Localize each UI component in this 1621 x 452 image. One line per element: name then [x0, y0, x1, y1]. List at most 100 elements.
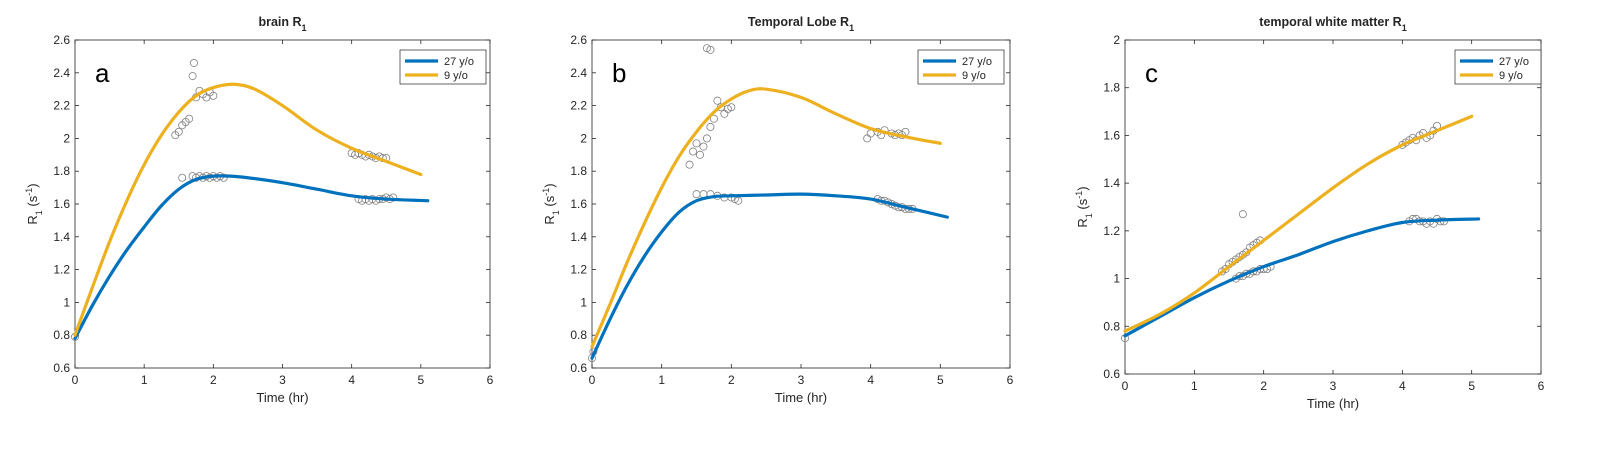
y-tick-label: 0.6 — [53, 361, 70, 375]
x-tick-label: 2 — [1260, 379, 1267, 393]
data-point-marker — [209, 91, 218, 100]
y-tick-label: 1 — [580, 295, 587, 309]
legend: 27 y/o 9 y/o — [1454, 49, 1542, 85]
x-tick-label: 0 — [72, 373, 79, 387]
y-tick-label: 1.8 — [1103, 81, 1120, 95]
data-point-marker — [219, 173, 228, 182]
x-tick-label: 2 — [210, 373, 217, 387]
x-axis-label: Time (hr) — [1307, 396, 1359, 411]
y-tick-label: 0.6 — [1103, 367, 1120, 381]
y-axis-label-close: ) — [1075, 186, 1090, 190]
series-line-27-y-o — [1123, 217, 1481, 338]
legend-label: 27 y/o — [1499, 56, 1529, 68]
x-tick-label: 1 — [141, 373, 148, 387]
y-axis-label-sub: 1 — [34, 210, 44, 215]
y-tick-label: 2.4 — [53, 66, 70, 80]
y-tick-label: 2.2 — [570, 99, 587, 113]
chart-title-subscript: 1 — [1402, 23, 1407, 33]
x-tick-label: 6 — [1538, 379, 1545, 393]
legend-label: 9 y/o — [1499, 70, 1523, 82]
chart-panel-a: 0 1 2 3 4 5 6 0.6 0.8 1 1.2 1.4 1.6 1.8 2 2.2 2.4 2.6 brai… — [24, 15, 494, 405]
y-tick-label: 1.4 — [1103, 176, 1120, 190]
y-tick-label: 0.8 — [53, 328, 70, 342]
plot-area — [1124, 39, 1542, 375]
y-axis-label-sub: 1 — [551, 210, 561, 215]
x-tick-label: 5 — [937, 373, 944, 387]
data-point-marker — [706, 45, 715, 54]
x-tick-label: 4 — [1399, 379, 1406, 393]
data-point-marker — [702, 134, 711, 143]
chart-panel-c: 0 1 2 3 4 5 6 0.6 0.8 1 1.2 1.4 1.6 1.8 2 temporal whit… — [1074, 15, 1545, 411]
series-line-9-y-o — [1123, 114, 1474, 333]
y-axis-label-sup: -1 — [24, 188, 34, 196]
y-tick-label: 2.6 — [53, 33, 70, 47]
chart-title: Temporal Lobe R1 — [748, 15, 854, 33]
x-tick-label: 2 — [728, 373, 735, 387]
y-axis-label-sup: -1 — [541, 188, 551, 196]
data-point-marker — [713, 96, 722, 105]
y-axis-label-sub: 1 — [1084, 213, 1094, 218]
data-point-marker — [727, 103, 736, 112]
y-axis-label: R1 (s-1) — [24, 183, 44, 224]
legend-box — [1454, 49, 1542, 85]
y-axis-label-main: R — [542, 215, 557, 224]
data-point-marker — [699, 142, 708, 151]
legend: 27 y/o 9 y/o — [399, 49, 487, 85]
y-tick-label: 1.6 — [570, 197, 587, 211]
legend-label: 9 y/o — [962, 70, 986, 82]
x-tick-label: 4 — [348, 373, 355, 387]
chart-title-subscript: 1 — [302, 23, 307, 33]
data-point-marker — [174, 127, 183, 136]
x-tick-label: 3 — [798, 373, 805, 387]
y-tick-label: 0.6 — [570, 361, 587, 375]
chart-title: temporal white matter R1 — [1259, 15, 1406, 33]
x-tick-label: 4 — [867, 373, 874, 387]
y-axis-label-main: R — [1075, 218, 1090, 227]
data-point-marker — [692, 139, 701, 148]
data-point-marker — [185, 114, 194, 123]
y-tick-label: 2 — [63, 131, 70, 145]
x-axis-label: Time (hr) — [256, 390, 308, 405]
x-tick-label: 0 — [1122, 379, 1129, 393]
x-tick-label: 3 — [1330, 379, 1337, 393]
y-tick-label: 1.6 — [1103, 128, 1120, 142]
y-axis-label-unit: (s — [542, 195, 557, 210]
x-tick-label: 3 — [279, 373, 286, 387]
chart-panel-b: 0 1 2 3 4 5 6 0.6 0.8 1 1.2 1.4 1.6 1.8 2 2.2 2.4 2.6 Temp… — [541, 15, 1014, 405]
y-tick-label: 1.4 — [570, 230, 587, 244]
y-tick-label: 0.8 — [1103, 319, 1120, 333]
legend-box — [399, 49, 487, 85]
y-axis-label: R1 (s-1) — [1074, 186, 1094, 227]
y-tick-label: 1.8 — [570, 164, 587, 178]
y-axis-label-unit: (s — [25, 195, 40, 210]
data-point-marker — [189, 58, 198, 67]
y-tick-label: 1.4 — [53, 230, 70, 244]
y-tick-label: 0.8 — [570, 328, 587, 342]
y-tick-label: 2.4 — [570, 66, 587, 80]
data-point-marker — [178, 173, 187, 182]
y-axis-label-close: ) — [25, 183, 40, 187]
x-tick-label: 1 — [1191, 379, 1198, 393]
y-tick-label: 1.2 — [570, 263, 587, 277]
y-tick-label: 1.6 — [53, 197, 70, 211]
data-point-marker — [689, 147, 698, 156]
y-axis-label-sup: -1 — [1074, 191, 1084, 199]
data-point-marker — [706, 122, 715, 131]
y-axis-label-main: R — [25, 215, 40, 224]
chart-title-subscript: 1 — [849, 23, 854, 33]
x-tick-label: 5 — [417, 373, 424, 387]
y-axis-label-unit: (s — [1075, 198, 1090, 213]
series-line-27-y-o — [73, 174, 430, 341]
y-tick-label: 2 — [1113, 33, 1120, 47]
panel-letter: c — [1145, 58, 1158, 88]
legend-label: 27 y/o — [444, 56, 474, 68]
y-tick-label: 1.2 — [53, 263, 70, 277]
plot-area — [591, 39, 1011, 369]
data-point-marker — [1238, 210, 1247, 219]
data-point-marker — [709, 114, 718, 123]
x-tick-label: 1 — [658, 373, 665, 387]
legend: 27 y/o 9 y/o — [917, 49, 1005, 85]
data-point-marker — [685, 160, 694, 169]
